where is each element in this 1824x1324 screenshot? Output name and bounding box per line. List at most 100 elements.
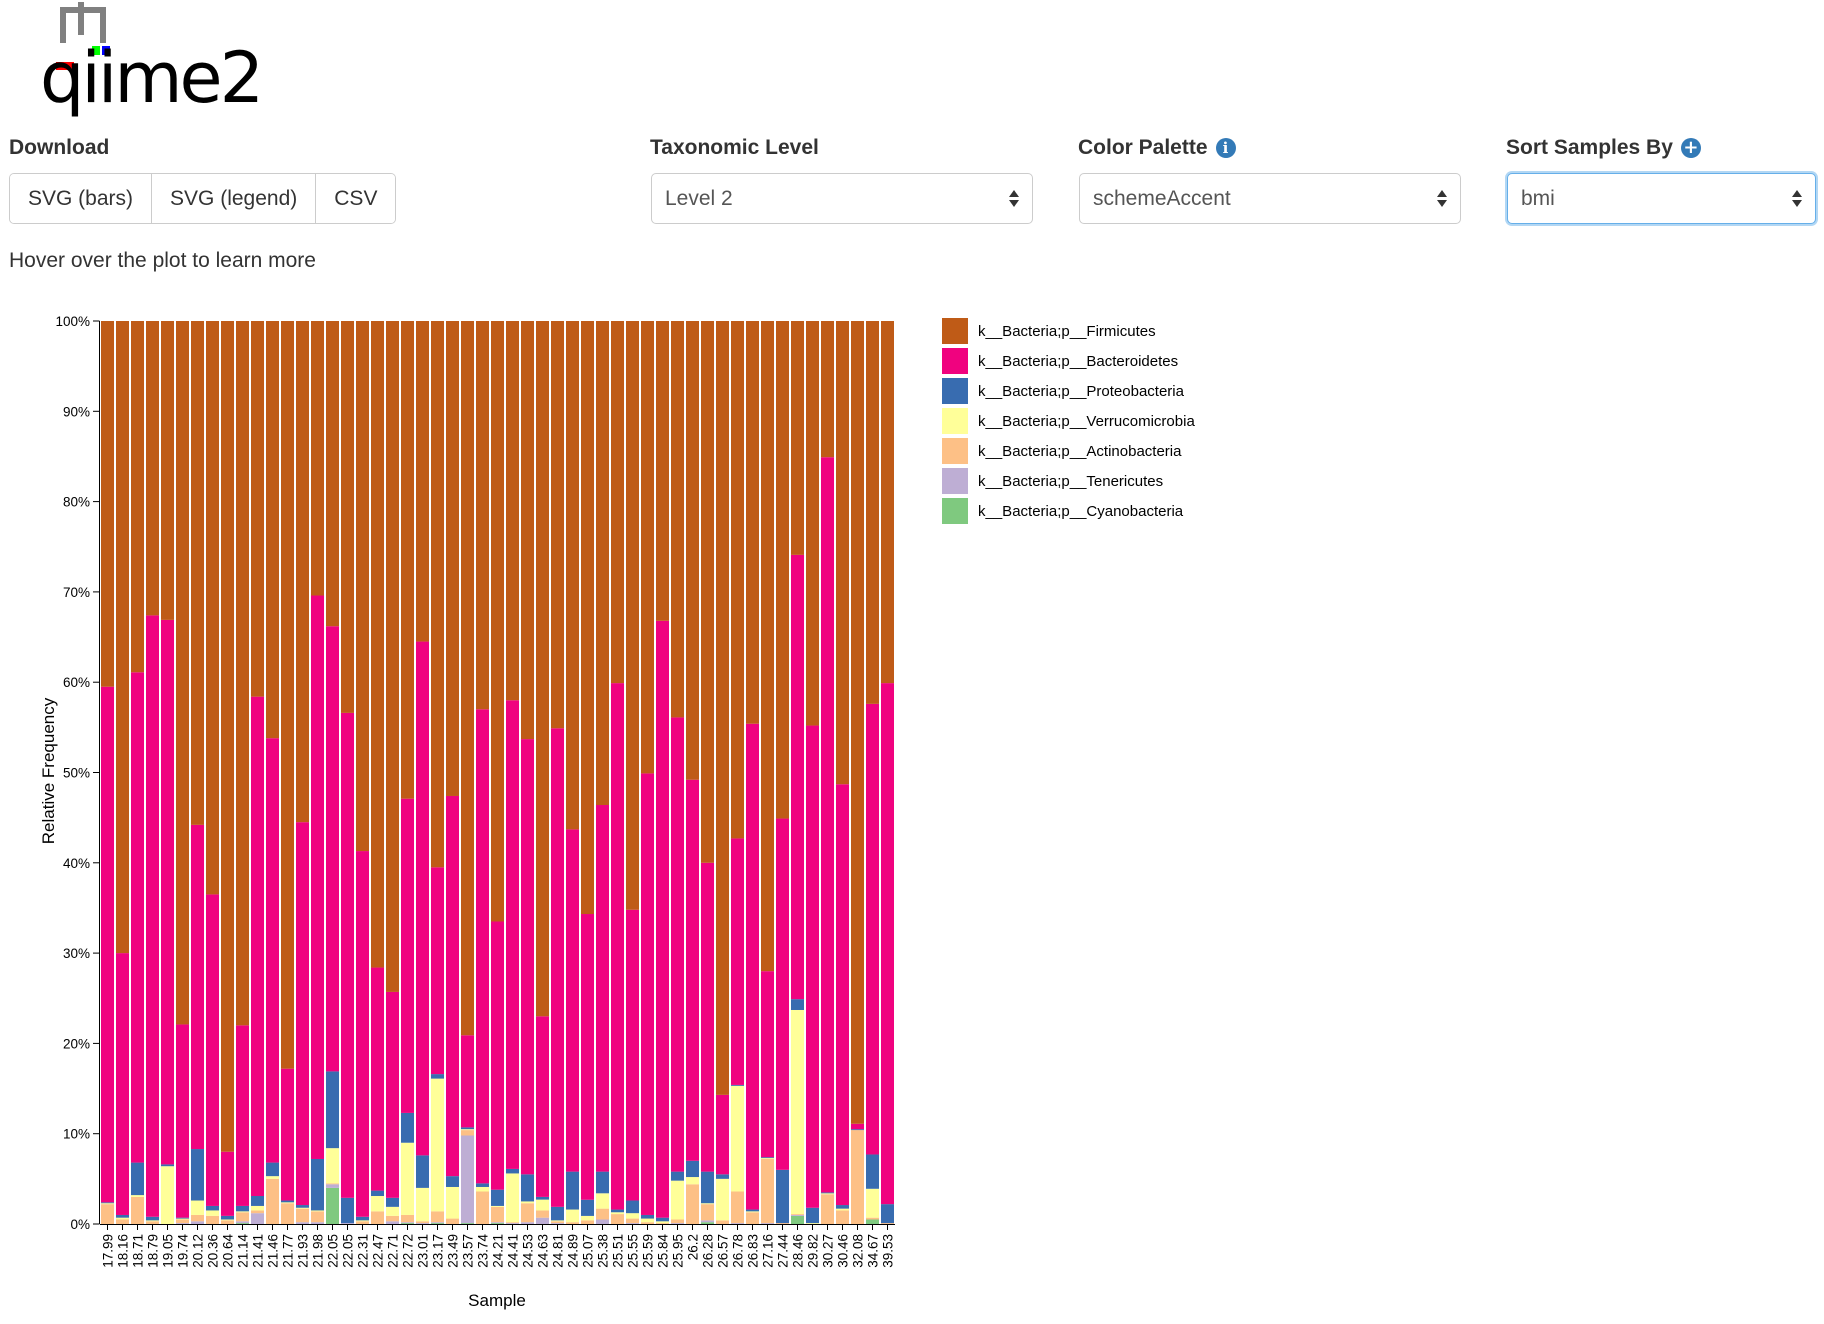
bar-segment[interactable] [686, 321, 699, 780]
bar-segment[interactable] [371, 321, 384, 968]
bar-segment[interactable] [581, 1220, 594, 1224]
bar-segment[interactable] [746, 1212, 759, 1224]
bar-segment[interactable] [566, 1209, 579, 1223]
bar-segment[interactable] [251, 321, 264, 697]
bar-segment[interactable] [401, 1214, 414, 1223]
bar-segment[interactable] [776, 321, 789, 819]
bar-segment[interactable] [671, 1219, 684, 1224]
bar-segment[interactable] [191, 1221, 204, 1224]
bar-segment[interactable] [521, 1203, 534, 1223]
bar-segment[interactable] [296, 1207, 309, 1209]
bar-segment[interactable] [416, 1221, 429, 1224]
taxonomic-level-select[interactable]: Level 2 [651, 173, 1033, 224]
bar-segment[interactable] [101, 1204, 114, 1224]
bar-segment[interactable] [461, 1035, 474, 1128]
bar-segment[interactable] [311, 321, 324, 596]
bar-segment[interactable] [461, 1135, 474, 1224]
bar-segment[interactable] [236, 1025, 249, 1206]
bar-segment[interactable] [866, 703, 879, 1155]
bar-segment[interactable] [671, 321, 684, 718]
bar-segment[interactable] [776, 1223, 789, 1224]
bar-segment[interactable] [131, 672, 144, 1163]
bar-segment[interactable] [266, 1176, 279, 1179]
bar-segment[interactable] [161, 619, 174, 1165]
bar-segment[interactable] [836, 1208, 849, 1211]
bar-segment[interactable] [446, 1176, 459, 1187]
bar-segment[interactable] [746, 1209, 759, 1212]
bar-segment[interactable] [476, 1183, 489, 1187]
bar-segment[interactable] [491, 1223, 504, 1224]
bar-segment[interactable] [746, 321, 759, 724]
bar-segment[interactable] [866, 321, 879, 704]
bar-segment[interactable] [656, 321, 669, 621]
bar-segment[interactable] [521, 1222, 534, 1224]
bar-segment[interactable] [746, 1211, 759, 1213]
bar-segment[interactable] [731, 1223, 744, 1224]
bar-segment[interactable] [416, 1187, 429, 1222]
bar-segment[interactable] [266, 738, 279, 1163]
bar-segment[interactable] [551, 1223, 564, 1224]
bar-segment[interactable] [716, 1220, 729, 1224]
bar-segment[interactable] [551, 1221, 564, 1224]
bar-segment[interactable] [821, 1192, 834, 1194]
bar-segment[interactable] [371, 1211, 384, 1224]
bar-segment[interactable] [761, 1157, 774, 1159]
bar-segment[interactable] [236, 1205, 249, 1212]
bar-segment[interactable] [611, 683, 624, 1210]
bar-segment[interactable] [521, 1174, 534, 1202]
bar-segment[interactable] [626, 1213, 639, 1219]
bar-segment[interactable] [266, 1162, 279, 1177]
bar-segment[interactable] [611, 1212, 624, 1215]
bar-segment[interactable] [506, 1173, 519, 1223]
bar-segment[interactable] [476, 1191, 489, 1224]
bar-segment[interactable] [791, 1214, 804, 1215]
bar-segment[interactable] [851, 1130, 864, 1224]
bar-segment[interactable] [401, 1142, 414, 1215]
bar-segment[interactable] [116, 1217, 129, 1220]
bar-segment[interactable] [686, 779, 699, 1161]
bar-segment[interactable] [191, 321, 204, 825]
bar-segment[interactable] [686, 1184, 699, 1224]
bar-segment[interactable] [491, 321, 504, 922]
download-csv-button[interactable]: CSV [316, 174, 396, 223]
bar-segment[interactable] [491, 1222, 504, 1224]
bar-segment[interactable] [371, 1190, 384, 1197]
bar-segment[interactable] [131, 1195, 144, 1197]
bar-segment[interactable] [776, 1169, 789, 1224]
bar-segment[interactable] [401, 1223, 414, 1224]
bar-segment[interactable] [791, 1009, 804, 1215]
bar-segment[interactable] [551, 1206, 564, 1221]
bar-segment[interactable] [821, 321, 834, 458]
bar-segment[interactable] [386, 1197, 399, 1207]
bar-segment[interactable] [431, 867, 444, 1075]
bar-segment[interactable] [446, 1186, 459, 1219]
bar-segment[interactable] [881, 683, 894, 1205]
bar-segment[interactable] [851, 321, 864, 1124]
bar-segment[interactable] [251, 696, 264, 1197]
bar-segment[interactable] [146, 615, 159, 1217]
bar-segment[interactable] [701, 1220, 714, 1223]
bar-segment[interactable] [311, 1211, 324, 1223]
bar-segment[interactable] [326, 1184, 339, 1188]
bar-segment[interactable] [461, 1130, 474, 1136]
color-palette-select[interactable]: schemeAccent [1079, 173, 1461, 224]
bar-segment[interactable] [656, 1223, 669, 1224]
bar-segment[interactable] [446, 795, 459, 1177]
bar-segment[interactable] [851, 1129, 864, 1131]
bar-segment[interactable] [461, 1127, 474, 1130]
bar-segment[interactable] [281, 1068, 294, 1201]
bar-segment[interactable] [101, 1203, 114, 1205]
bar-segment[interactable] [326, 1187, 339, 1224]
bar-segment[interactable] [641, 321, 654, 774]
bar-segment[interactable] [311, 1210, 324, 1212]
bar-segment[interactable] [581, 914, 594, 1200]
bar-segment[interactable] [506, 321, 519, 701]
bar-segment[interactable] [206, 1215, 219, 1224]
bar-segment[interactable] [236, 321, 249, 1026]
bar-segment[interactable] [356, 1216, 369, 1221]
bar-segment[interactable] [566, 1222, 579, 1224]
bar-segment[interactable] [296, 321, 309, 823]
bar-segment[interactable] [146, 1221, 159, 1224]
bar-segment[interactable] [476, 709, 489, 1184]
bar-segment[interactable] [491, 1206, 504, 1223]
